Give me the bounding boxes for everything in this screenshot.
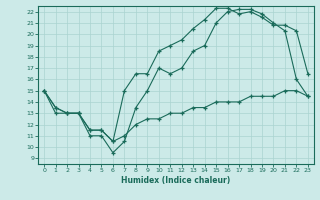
X-axis label: Humidex (Indice chaleur): Humidex (Indice chaleur): [121, 176, 231, 185]
